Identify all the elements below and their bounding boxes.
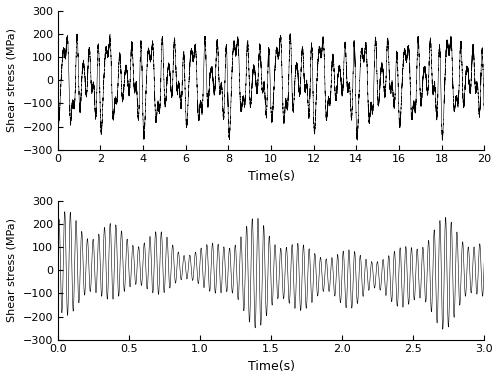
X-axis label: Time(s): Time(s) <box>248 360 294 373</box>
Y-axis label: Shear stress (MPa): Shear stress (MPa) <box>7 28 17 132</box>
X-axis label: Time(s): Time(s) <box>248 170 294 183</box>
Y-axis label: Shear stress (MPa): Shear stress (MPa) <box>7 218 17 322</box>
